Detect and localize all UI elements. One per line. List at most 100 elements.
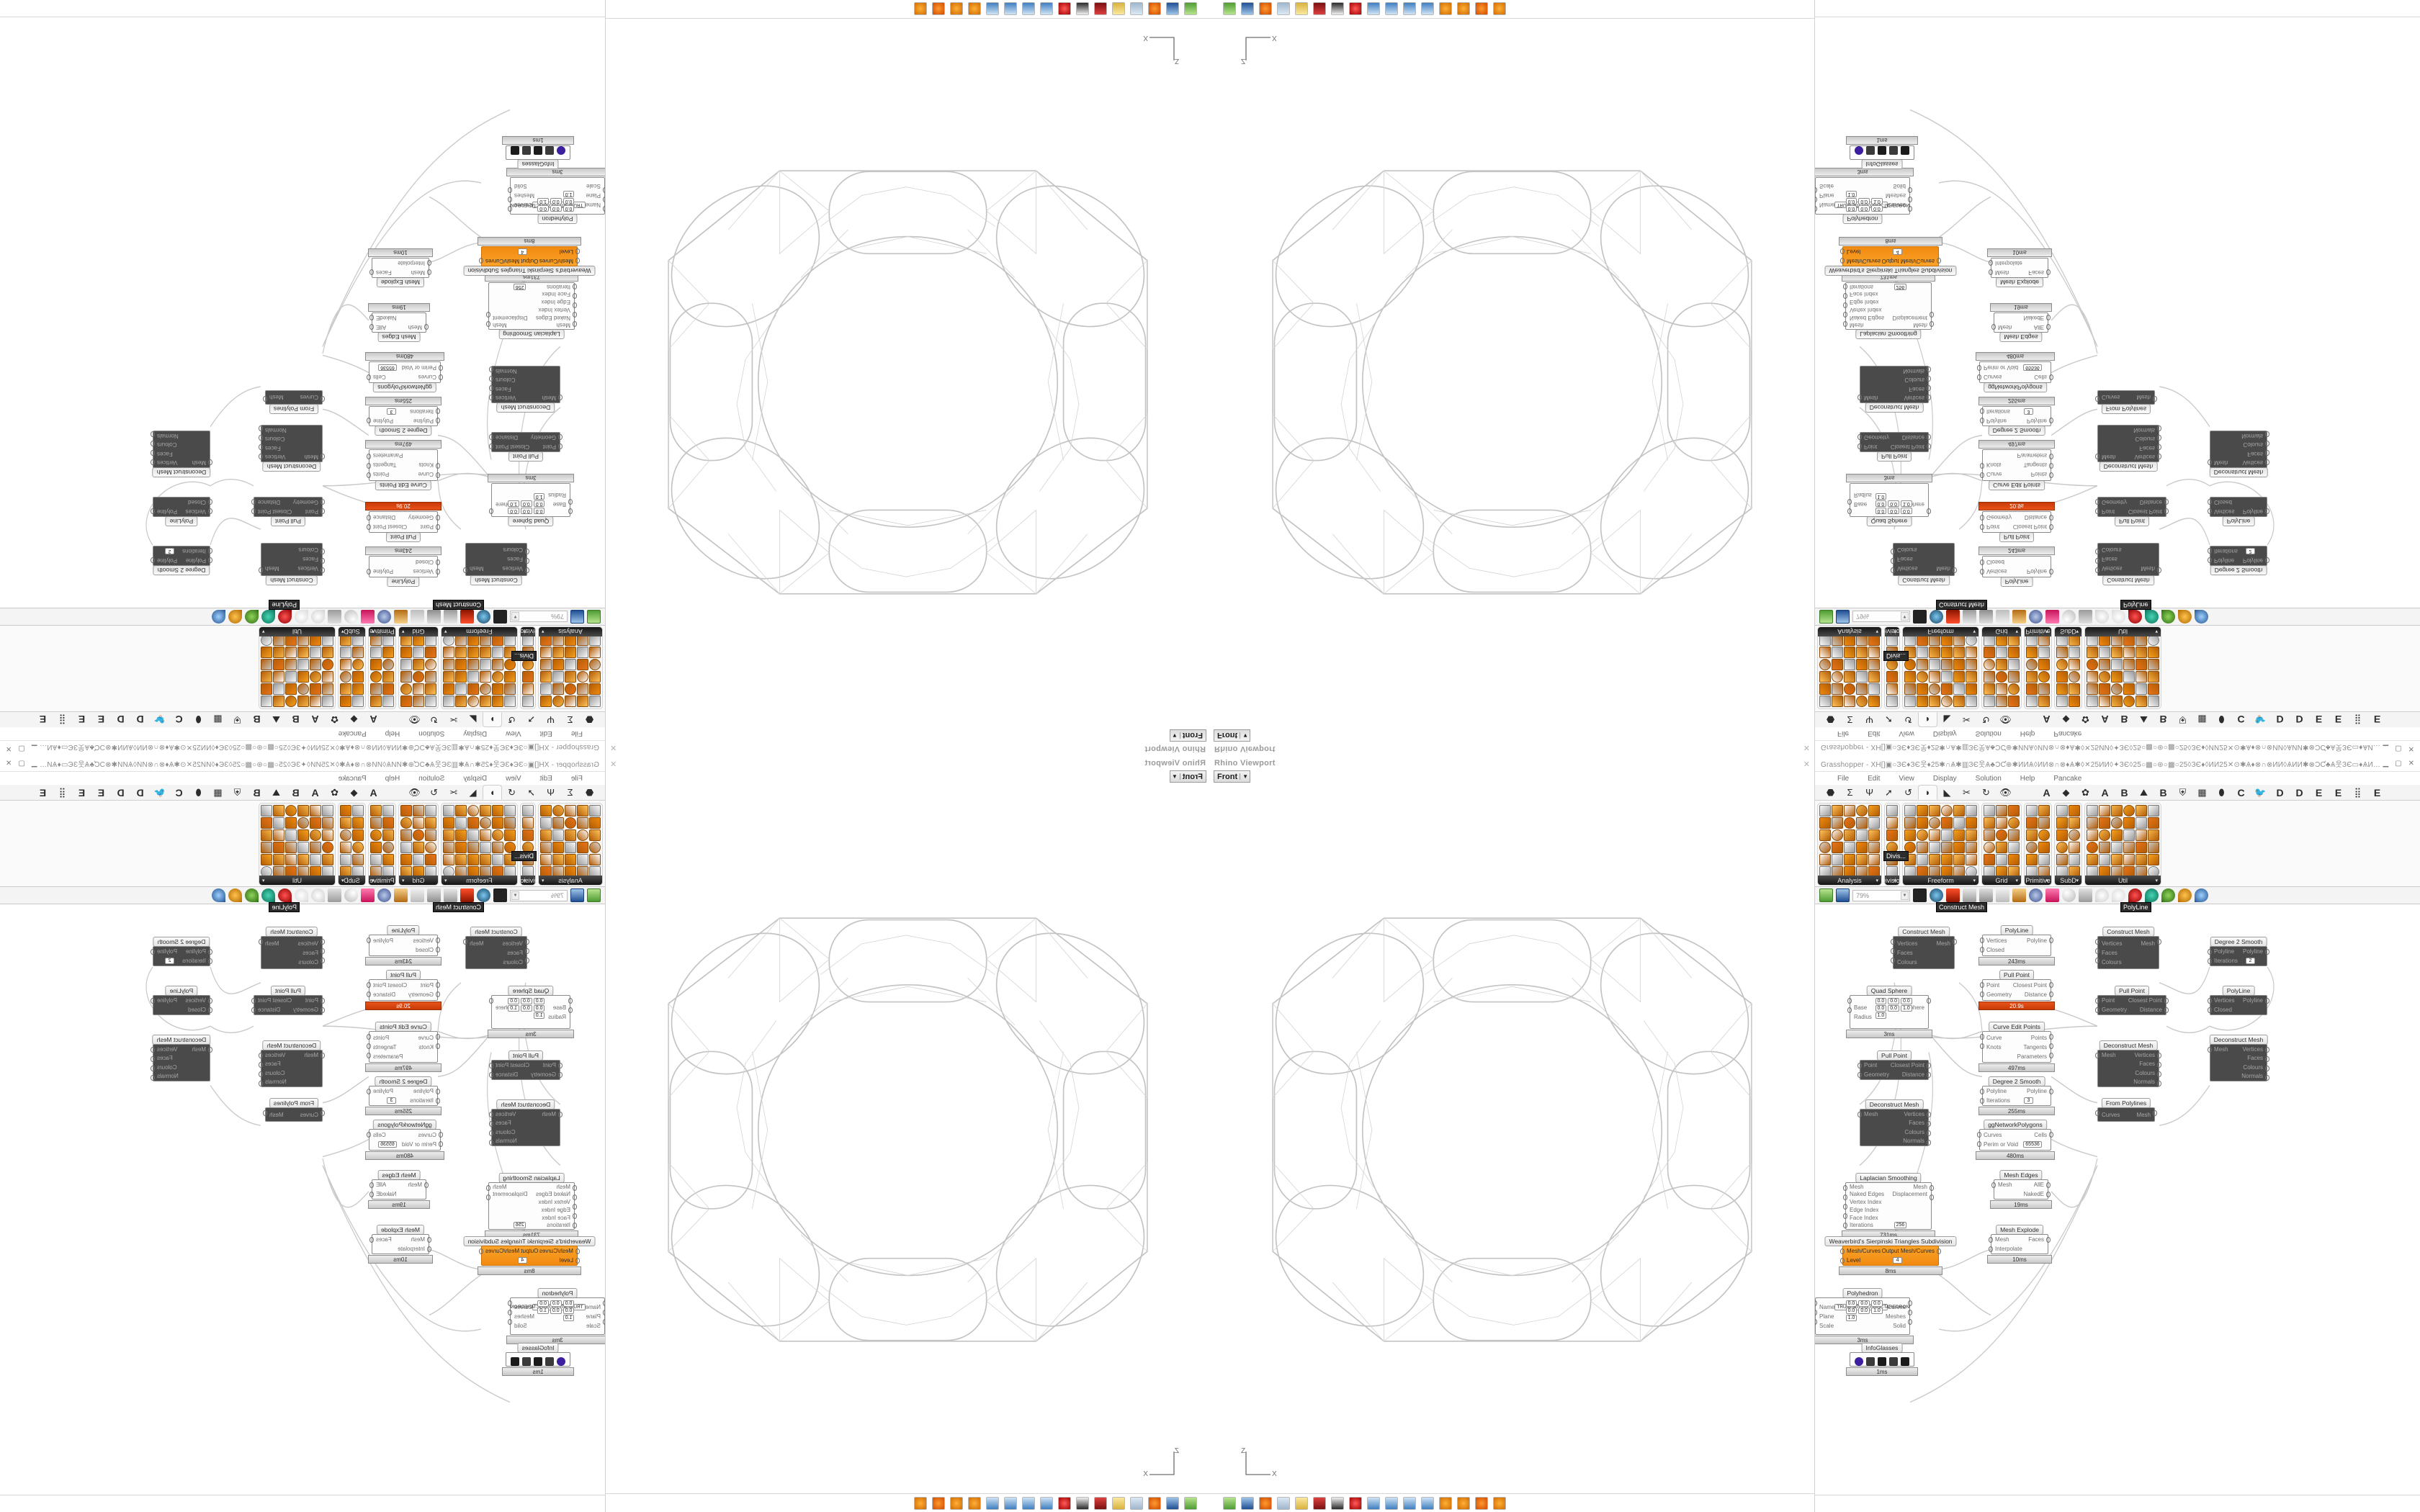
droplet-green-icon[interactable] [245,610,259,624]
component-icon[interactable] [261,696,272,707]
component-icon[interactable] [2136,854,2147,865]
component-icon[interactable] [400,854,412,865]
ribbon-group-primitive[interactable]: Primitive ▾ [2024,803,2052,886]
chevron-down-icon[interactable]: ▾ [262,629,265,634]
chevron-down-icon[interactable]: ▾ [444,878,447,883]
numeric-field[interactable]: 0.0 [537,1300,549,1307]
numeric-field[interactable]: 0.0 [533,508,545,514]
tab-mesh-tab[interactable]: ◣ [1943,786,1951,798]
remote-panel-icon[interactable] [394,610,408,624]
tab-addon-dots-tab[interactable]: ⣿ [2354,786,2362,798]
input-port[interactable] [321,998,325,1004]
component-icon[interactable] [352,671,364,683]
chevron-down-icon[interactable]: ▾ [1876,878,1878,883]
component-icon[interactable] [1941,805,1953,816]
ribbon-group-subd[interactable]: SubD ▾ [2054,803,2082,886]
output-port[interactable] [479,1248,483,1254]
level-field[interactable]: 4 [517,248,527,255]
component-icon[interactable] [1984,683,1995,695]
input-port[interactable] [1980,1089,1984,1094]
input-port[interactable] [321,396,325,402]
search-icon[interactable] [2029,610,2043,624]
output-port[interactable] [489,1121,493,1127]
close-icon[interactable]: ✕ [6,744,12,752]
search-icon[interactable] [377,610,391,624]
node-body[interactable]: Vertices Polyline Closed [1980,556,2053,577]
chevron-down-icon[interactable]: ▼ [511,612,519,621]
tab-mesh-tab[interactable]: ◣ [469,714,477,726]
input-port[interactable] [1857,1063,1862,1068]
ribbon-group-subd[interactable]: SubD ▾ [338,803,366,886]
component-icon[interactable] [2038,671,2050,683]
component-icon[interactable] [285,854,297,865]
tab-addon-a2-tab[interactable]: A [311,714,319,726]
output-port[interactable] [1930,312,1934,318]
component-icon[interactable] [1953,842,1965,853]
component-icon[interactable] [589,805,601,816]
tab-addon-b2-tab[interactable]: B [253,786,261,798]
grid-icon[interactable] [1866,1357,1875,1366]
component-icon[interactable] [273,805,284,816]
component-icon[interactable] [2136,647,2147,658]
component-icon[interactable] [2123,683,2135,695]
blender-icon-3[interactable] [914,2,927,16]
node-body[interactable]: Point Closest Point Geometry Distance [367,511,440,533]
component-icon[interactable] [340,829,351,841]
component-icon[interactable] [2111,854,2123,865]
tab-vector-tab[interactable]: ➚ [1885,714,1893,726]
component-icon[interactable] [467,683,479,695]
node-body[interactable]: Polyline Polyline Iterations 3 [1980,406,2053,426]
rhino-icon-3[interactable] [1403,2,1416,16]
plane-fields[interactable]: 0.0 0.0 0.0 0.0 0.0 1.0 1.0 [1875,998,1912,1019]
chevron-down-icon[interactable]: ▾ [2155,878,2158,883]
component-icon[interactable] [2111,647,2123,658]
component-icon[interactable] [2136,842,2147,853]
component-icon[interactable] [1996,696,2007,707]
window-controls[interactable]: ▁ ▢ ✕ [2383,744,2417,752]
numeric-field[interactable]: 0.0 [563,1300,575,1307]
component-icon[interactable] [1929,805,1940,816]
component-icon[interactable] [2111,842,2123,853]
grasshopper-canvas[interactable]: Construct Mesh Vertices Mesh Faces Colours Qu… [1815,16,2420,608]
input-port[interactable] [1980,1043,1984,1049]
viewport-view-selector[interactable]: Front ▼ [1214,770,1251,783]
node-caption[interactable]: Pull Point [508,1050,543,1061]
chevron-down-icon[interactable]: ▼ [511,891,519,900]
component-icon[interactable] [480,805,491,816]
open-file-icon[interactable] [587,610,601,624]
droplet-blue-icon[interactable] [212,610,225,624]
node-body[interactable]: Vertices Mesh Faces Colours [463,543,529,576]
tab-addon-bird-tab[interactable]: 🐦 [2254,714,2267,726]
plane-fields[interactable]: 0.0 0.0 0.0 0.0 0.0 1.0 1.0 [508,493,545,514]
component-icon[interactable] [2056,817,2068,829]
chess-icon[interactable] [1331,1496,1344,1510]
node-body[interactable]: Vertices Mesh Faces Colours [259,936,325,969]
tab-addon-dot-tab[interactable]: ⬮ [195,714,202,726]
component-icon[interactable] [1953,817,1965,829]
component-icon[interactable] [1819,647,1831,658]
component-icon[interactable] [455,805,467,816]
component-icon[interactable] [2087,817,2098,829]
input-port[interactable] [436,569,440,575]
output-port[interactable] [1908,1310,1912,1315]
component-icon[interactable] [1941,696,1953,707]
output-port[interactable] [489,366,493,372]
component-icon[interactable] [1844,842,1855,853]
os-taskbar[interactable]: 0.04 0.00 0.00 0.06 36 312 769 37 358 17… [0,0,605,17]
node-caption[interactable]: InfoGlasses [1861,1343,1903,1353]
document-preview-icon[interactable] [1963,888,1976,902]
tab-addon-e-tab[interactable]: E [2315,786,2323,798]
tab-addon-a-tab[interactable]: A [2043,714,2051,726]
node-caption[interactable]: From Polylines [269,404,319,414]
component-icon[interactable] [1917,659,1928,670]
component-icon[interactable] [1856,647,1868,658]
node-ggnetworkpolygons[interactable]: ggNetworkPolygons Curves Cells Perim or Voi… [1976,1120,2055,1160]
save-file-icon[interactable] [1836,610,1850,624]
component-icon[interactable] [1856,817,1868,829]
input-port[interactable] [1857,395,1862,400]
input-port[interactable] [208,958,212,964]
component-icon[interactable] [589,696,601,707]
node-caption[interactable]: Deconstruct Mesh [2099,1040,2158,1050]
component-icon[interactable] [577,696,588,707]
component-icon[interactable] [273,647,284,658]
